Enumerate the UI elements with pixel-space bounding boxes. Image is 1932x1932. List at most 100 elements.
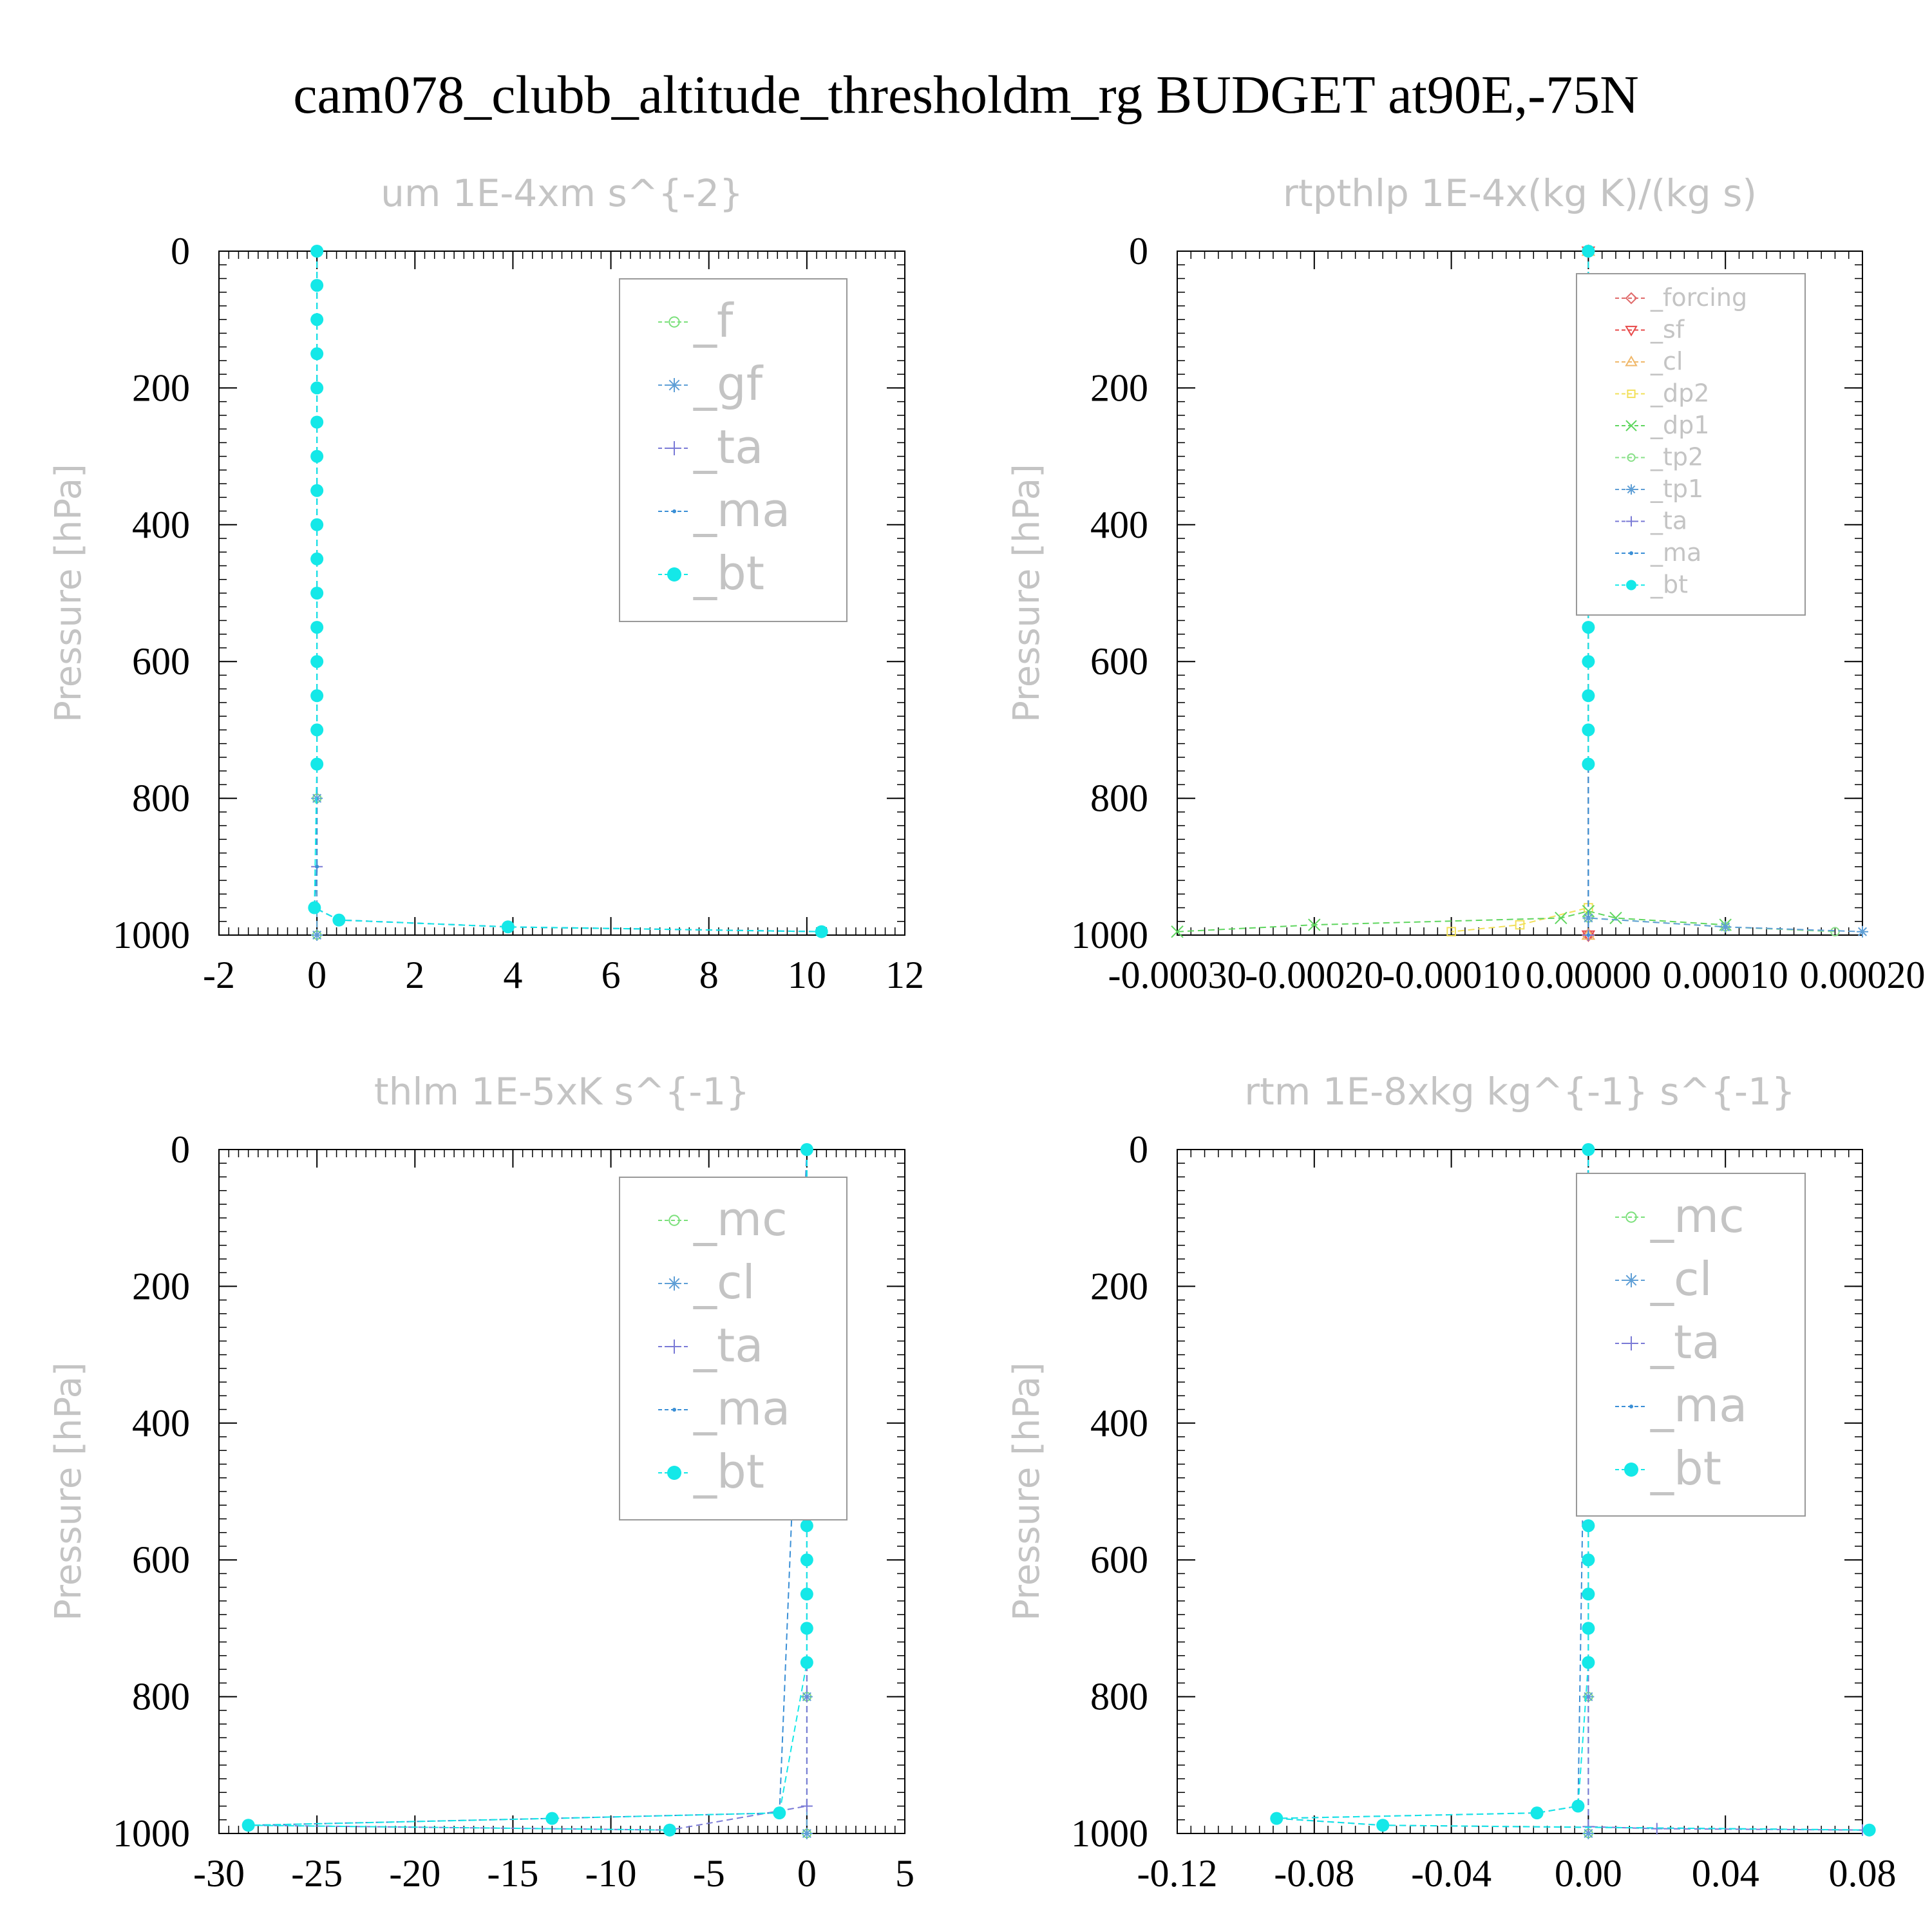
legend-marker bbox=[1626, 484, 1636, 495]
x-tick-label: 4 bbox=[503, 954, 522, 996]
panel-title: rtm 1E-8xkg kg^{-1} s^{-1} bbox=[1244, 1070, 1795, 1113]
legend-label: _ma bbox=[693, 483, 790, 537]
x-tick-label: -30 bbox=[193, 1852, 245, 1895]
series-line bbox=[1177, 910, 1726, 933]
data-point bbox=[773, 1806, 786, 1820]
series-line bbox=[248, 1150, 808, 1831]
legend-label: _cl bbox=[1650, 347, 1683, 375]
data-point bbox=[310, 245, 324, 258]
y-axis-label: Pressure [hPa] bbox=[48, 464, 90, 723]
y-tick-label: 1000 bbox=[1071, 914, 1148, 956]
legend-marker bbox=[672, 509, 676, 513]
data-point bbox=[1609, 911, 1622, 925]
y-tick-label: 1000 bbox=[113, 914, 190, 956]
data-point bbox=[1582, 1821, 1595, 1833]
y-tick-label: 200 bbox=[1090, 366, 1148, 409]
x-tick-label: -0.00030 bbox=[1108, 954, 1247, 996]
legend-label: _gf bbox=[693, 357, 764, 411]
data-point bbox=[310, 313, 324, 327]
data-point bbox=[1270, 1812, 1283, 1825]
x-tick-label: -0.04 bbox=[1411, 1852, 1492, 1895]
series-line bbox=[1587, 1150, 1863, 1831]
data-point bbox=[1582, 1553, 1595, 1567]
data-point bbox=[800, 1143, 813, 1156]
panel-thlm: thlm 1E-5xK s^{-1} Pressure [hPa] 0 200 400 6… bbox=[48, 1070, 914, 1895]
data-point bbox=[1308, 918, 1321, 931]
data-point bbox=[1586, 933, 1591, 937]
x-tick-label: 10 bbox=[788, 954, 826, 996]
series-bt bbox=[308, 245, 828, 938]
legend-label: _ma bbox=[1650, 538, 1701, 567]
y-tick-label: 600 bbox=[132, 1539, 190, 1581]
data-point bbox=[1515, 920, 1525, 930]
y-tick-label: 600 bbox=[1090, 1539, 1148, 1581]
data-point bbox=[545, 1812, 559, 1825]
x-tick-label: 0 bbox=[307, 954, 327, 996]
legend-label: _ta bbox=[1650, 1315, 1720, 1369]
data-point bbox=[1571, 1799, 1585, 1813]
data-point bbox=[1582, 621, 1595, 634]
legend-label: _tp1 bbox=[1650, 475, 1703, 503]
legend-label: _cl bbox=[693, 1255, 755, 1309]
legend-marker bbox=[1625, 420, 1637, 431]
x-tick-label: -20 bbox=[389, 1852, 440, 1895]
data-point bbox=[815, 925, 828, 938]
data-point bbox=[310, 552, 324, 565]
y-axis-label: Pressure [hPa] bbox=[1006, 464, 1048, 723]
y-tick-label: 0 bbox=[171, 1128, 190, 1171]
legend-label: _bt bbox=[693, 546, 764, 600]
y-tick-label: 400 bbox=[132, 504, 190, 546]
legend-marker bbox=[1627, 453, 1636, 462]
legend-label: _tp2 bbox=[1650, 443, 1703, 471]
data-point bbox=[1582, 1587, 1595, 1601]
panel-rtpthlp: rtpthlp 1E-4x(kg K)/(kg s) Pressure [hPa]… bbox=[1006, 171, 1926, 996]
y-tick-label: 1000 bbox=[113, 1812, 190, 1855]
x-tick-label: -15 bbox=[487, 1852, 538, 1895]
data-point bbox=[800, 1656, 813, 1669]
y-tick-label: 800 bbox=[132, 777, 190, 820]
data-point bbox=[800, 1622, 813, 1635]
series-dp2 bbox=[1446, 246, 1593, 936]
x-tick-label: 0.00 bbox=[1555, 1852, 1622, 1895]
data-point bbox=[663, 1823, 676, 1837]
legend-marker bbox=[667, 441, 681, 455]
y-tick-label: 200 bbox=[132, 1265, 190, 1307]
legend-box bbox=[619, 1177, 848, 1520]
legend-label: _cl bbox=[1650, 1252, 1712, 1306]
legend-marker bbox=[667, 1276, 681, 1291]
data-point bbox=[800, 1587, 813, 1601]
x-tick-label: 0.00000 bbox=[1526, 954, 1651, 996]
legend-label: _ma bbox=[693, 1381, 790, 1435]
panel-title: um 1E-4xm s^{-2} bbox=[381, 171, 743, 215]
x-tick-label: 0.08 bbox=[1829, 1852, 1897, 1895]
legend-label: _bt bbox=[1650, 1441, 1721, 1495]
legend-marker bbox=[1624, 1273, 1638, 1287]
data-point bbox=[1582, 1656, 1595, 1669]
figure-title: cam078_clubb_altitude_thresholdm_rg BUDG… bbox=[293, 65, 1639, 125]
data-point bbox=[800, 1828, 813, 1839]
data-point bbox=[1582, 245, 1595, 258]
legend-label: _mc bbox=[1650, 1189, 1745, 1243]
panel-um: um 1E-4xm s^{-2} Pressure [hPa] 0 200 400 600… bbox=[48, 171, 924, 996]
data-point bbox=[1582, 655, 1595, 668]
data-point bbox=[1376, 1819, 1390, 1832]
data-point bbox=[310, 587, 324, 600]
x-tick-label: 2 bbox=[405, 954, 424, 996]
legend-box bbox=[619, 278, 848, 622]
data-point bbox=[310, 484, 324, 497]
data-point bbox=[1582, 1519, 1595, 1533]
data-point bbox=[310, 381, 324, 395]
y-tick-label: 0 bbox=[171, 230, 190, 272]
legend-marker bbox=[667, 567, 681, 582]
legend-marker bbox=[1624, 1336, 1638, 1350]
y-axis-label: Pressure [hPa] bbox=[48, 1362, 90, 1621]
legend-marker bbox=[1629, 1405, 1633, 1408]
data-point bbox=[800, 1519, 813, 1533]
data-point bbox=[332, 913, 346, 927]
legend: _mc _cl _ta _ma _bt bbox=[619, 1177, 848, 1520]
legend-marker bbox=[1625, 292, 1638, 305]
legend: _forcing _sf _cl _dp2 _dp1 _tp2 _tp1 _ta _ma _bt bbox=[1576, 273, 1806, 616]
y-tick-label: 800 bbox=[1090, 1676, 1148, 1718]
legend-label: _forcing bbox=[1650, 283, 1747, 312]
